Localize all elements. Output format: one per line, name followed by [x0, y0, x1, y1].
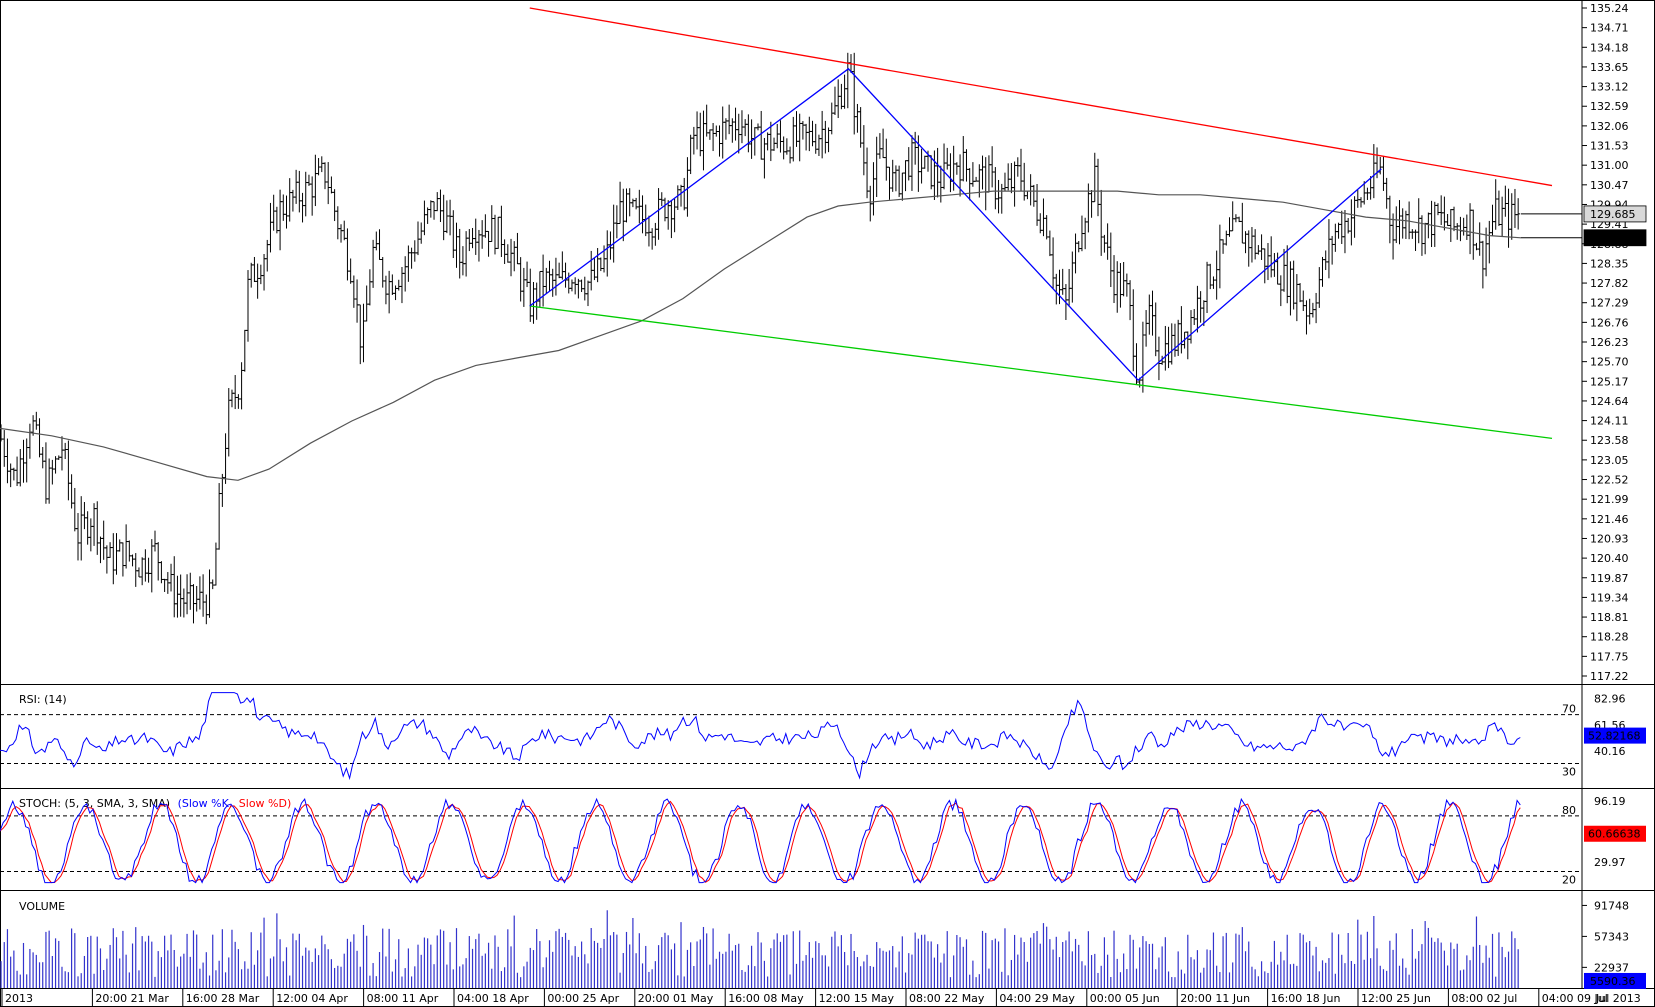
time-label: 12:00 25 Jun [1361, 992, 1431, 1005]
stoch-title: STOCH: (5, 3, SMA, 3, SMA) (Slow %K, Slo… [19, 797, 291, 810]
volume-last-box [1584, 972, 1646, 989]
time-label: 16:00 18 Jun [1271, 992, 1341, 1005]
price-tick-label: 124.64 [1590, 395, 1629, 408]
price-tick-label: 125.17 [1590, 375, 1629, 388]
stoch-level-label: 20 [1562, 873, 1576, 886]
volume-tick-label: 22937 [1594, 961, 1629, 974]
volume-last-label: 5590.36 [1590, 975, 1636, 988]
price-tick-label: 118.81 [1590, 611, 1629, 624]
rsi-title: RSI: (14) [19, 693, 67, 706]
price-tick-label: 125.70 [1590, 356, 1629, 369]
stoch-last-label: 60.66638 [1588, 828, 1641, 841]
stoch-legend-d: Slow %D) [239, 797, 291, 810]
stoch-last-box [1584, 825, 1646, 842]
trend-lines [529, 7, 1553, 440]
time-label: 08:00 22 May [909, 992, 985, 1005]
price-tick-label: 124.11 [1590, 415, 1629, 428]
stoch-panel: STOCH: (5, 3, SMA, 3, SMA) (Slow %K, Slo… [0, 795, 1646, 886]
time-label: 12:00 04 Apr [276, 992, 348, 1005]
time-label: 2013 [5, 992, 33, 1005]
rsi-level-label: 70 [1562, 703, 1576, 716]
rsi-last-label: 52.82168 [1588, 730, 1641, 743]
price-bars [0, 52, 1521, 625]
price-panel: 135.24 134.71 134.18 133.65 133.12 132.59 132.… [0, 2, 1647, 683]
price-tick-label: 132.59 [1590, 100, 1629, 113]
trendline-support [529, 305, 1553, 440]
stoch-tick-label: 96.19 [1594, 795, 1626, 808]
price-tick-label: 132.06 [1590, 120, 1629, 133]
rsi-level-label: 30 [1562, 766, 1576, 779]
price-tags: 129.685 129.042 [1520, 205, 1647, 247]
time-label: 04:00 09 Jul [1542, 992, 1608, 1005]
rsi-line [0, 692, 1521, 781]
ma-tag-text: 129.042 [1590, 232, 1636, 245]
price-tick-label: 121.99 [1590, 493, 1629, 506]
price-tick-label: 131.53 [1590, 140, 1629, 153]
sma-polyline [0, 190, 1522, 481]
time-label: 00:00 25 Apr [547, 992, 619, 1005]
ma-tag-box [1583, 229, 1647, 247]
ohlc-bar [1516, 198, 1521, 230]
time-label: 04:00 29 May [999, 992, 1075, 1005]
stoch-level-label: 80 [1562, 804, 1576, 817]
price-tick-label: 122.52 [1590, 474, 1629, 487]
rsi-last-box [1584, 727, 1646, 744]
volume-tick-label: 57343 [1594, 930, 1629, 943]
price-tick-label: 119.87 [1590, 572, 1629, 585]
price-tick-label: 127.82 [1590, 277, 1629, 290]
volume-tick-label: 91748 [1594, 899, 1629, 912]
price-tick-label: 120.40 [1590, 552, 1629, 565]
price-tick-label: 134.18 [1590, 41, 1629, 54]
time-label: 20:00 21 Mar [95, 992, 169, 1005]
volume-title: VOLUME [19, 900, 65, 913]
price-tick-label: 120.93 [1590, 532, 1629, 545]
price-tick-label: 133.12 [1590, 81, 1629, 94]
last-price-tag-box [1583, 205, 1647, 223]
stoch-tick-label: 29.97 [1594, 856, 1626, 869]
price-tick-label: 133.65 [1590, 61, 1629, 74]
price-tick-label: 131.00 [1590, 159, 1629, 172]
trendline-resistance [529, 7, 1553, 187]
price-tick-label: 118.28 [1590, 631, 1629, 644]
price-tick-label: 126.76 [1590, 316, 1629, 329]
time-label: 08:00 11 Apr [367, 992, 439, 1005]
price-tick-label: 134.71 [1590, 22, 1629, 35]
price-tick-label: 127.29 [1590, 297, 1629, 310]
price-tick-label: 117.22 [1590, 670, 1629, 683]
time-axis: 2013 20:00 21 Mar 16:00 28 Mar 12:00 04 Apr… [1, 988, 1641, 1007]
price-tick-label: 119.34 [1590, 591, 1629, 604]
price-tick-label: 123.05 [1590, 454, 1629, 467]
rsi-tick-label: 40.16 [1594, 745, 1626, 758]
time-label: 04:00 18 Apr [457, 992, 529, 1005]
price-tick-label: 135.24 [1590, 2, 1629, 15]
stoch-d-line [0, 800, 1521, 884]
stoch-body: 80 20 96.19 29.97 60.66638 [0, 795, 1646, 886]
price-tick-label: 130.47 [1590, 179, 1629, 192]
stoch-legend-k: (Slow %K, [178, 797, 233, 810]
price-tick-label: 126.23 [1590, 336, 1629, 349]
moving-average-line [0, 190, 1522, 481]
trendline-zigzag [529, 67, 1382, 382]
price-tick-label: 123.58 [1590, 434, 1629, 447]
time-label: 08:00 02 Jul [1451, 992, 1517, 1005]
price-tick-label: 121.46 [1590, 513, 1629, 526]
stoch-k-line [0, 797, 1521, 884]
rsi-tick-label: 82.96 [1594, 693, 1626, 706]
time-label: 16:00 28 Mar [186, 992, 260, 1005]
time-label: 12:00 15 May [819, 992, 895, 1005]
time-label-right: Jul 2013 [1595, 992, 1641, 1005]
time-label: 16:00 08 May [728, 992, 804, 1005]
price-tick-label: 128.35 [1590, 257, 1629, 270]
time-label: 20:00 01 May [638, 992, 714, 1005]
last-price-tag-text: 129.685 [1590, 208, 1636, 221]
price-tick-label: 117.75 [1590, 650, 1629, 663]
time-label: 20:00 11 Jun [1180, 992, 1250, 1005]
time-label: 00:00 05 Jun [1090, 992, 1160, 1005]
